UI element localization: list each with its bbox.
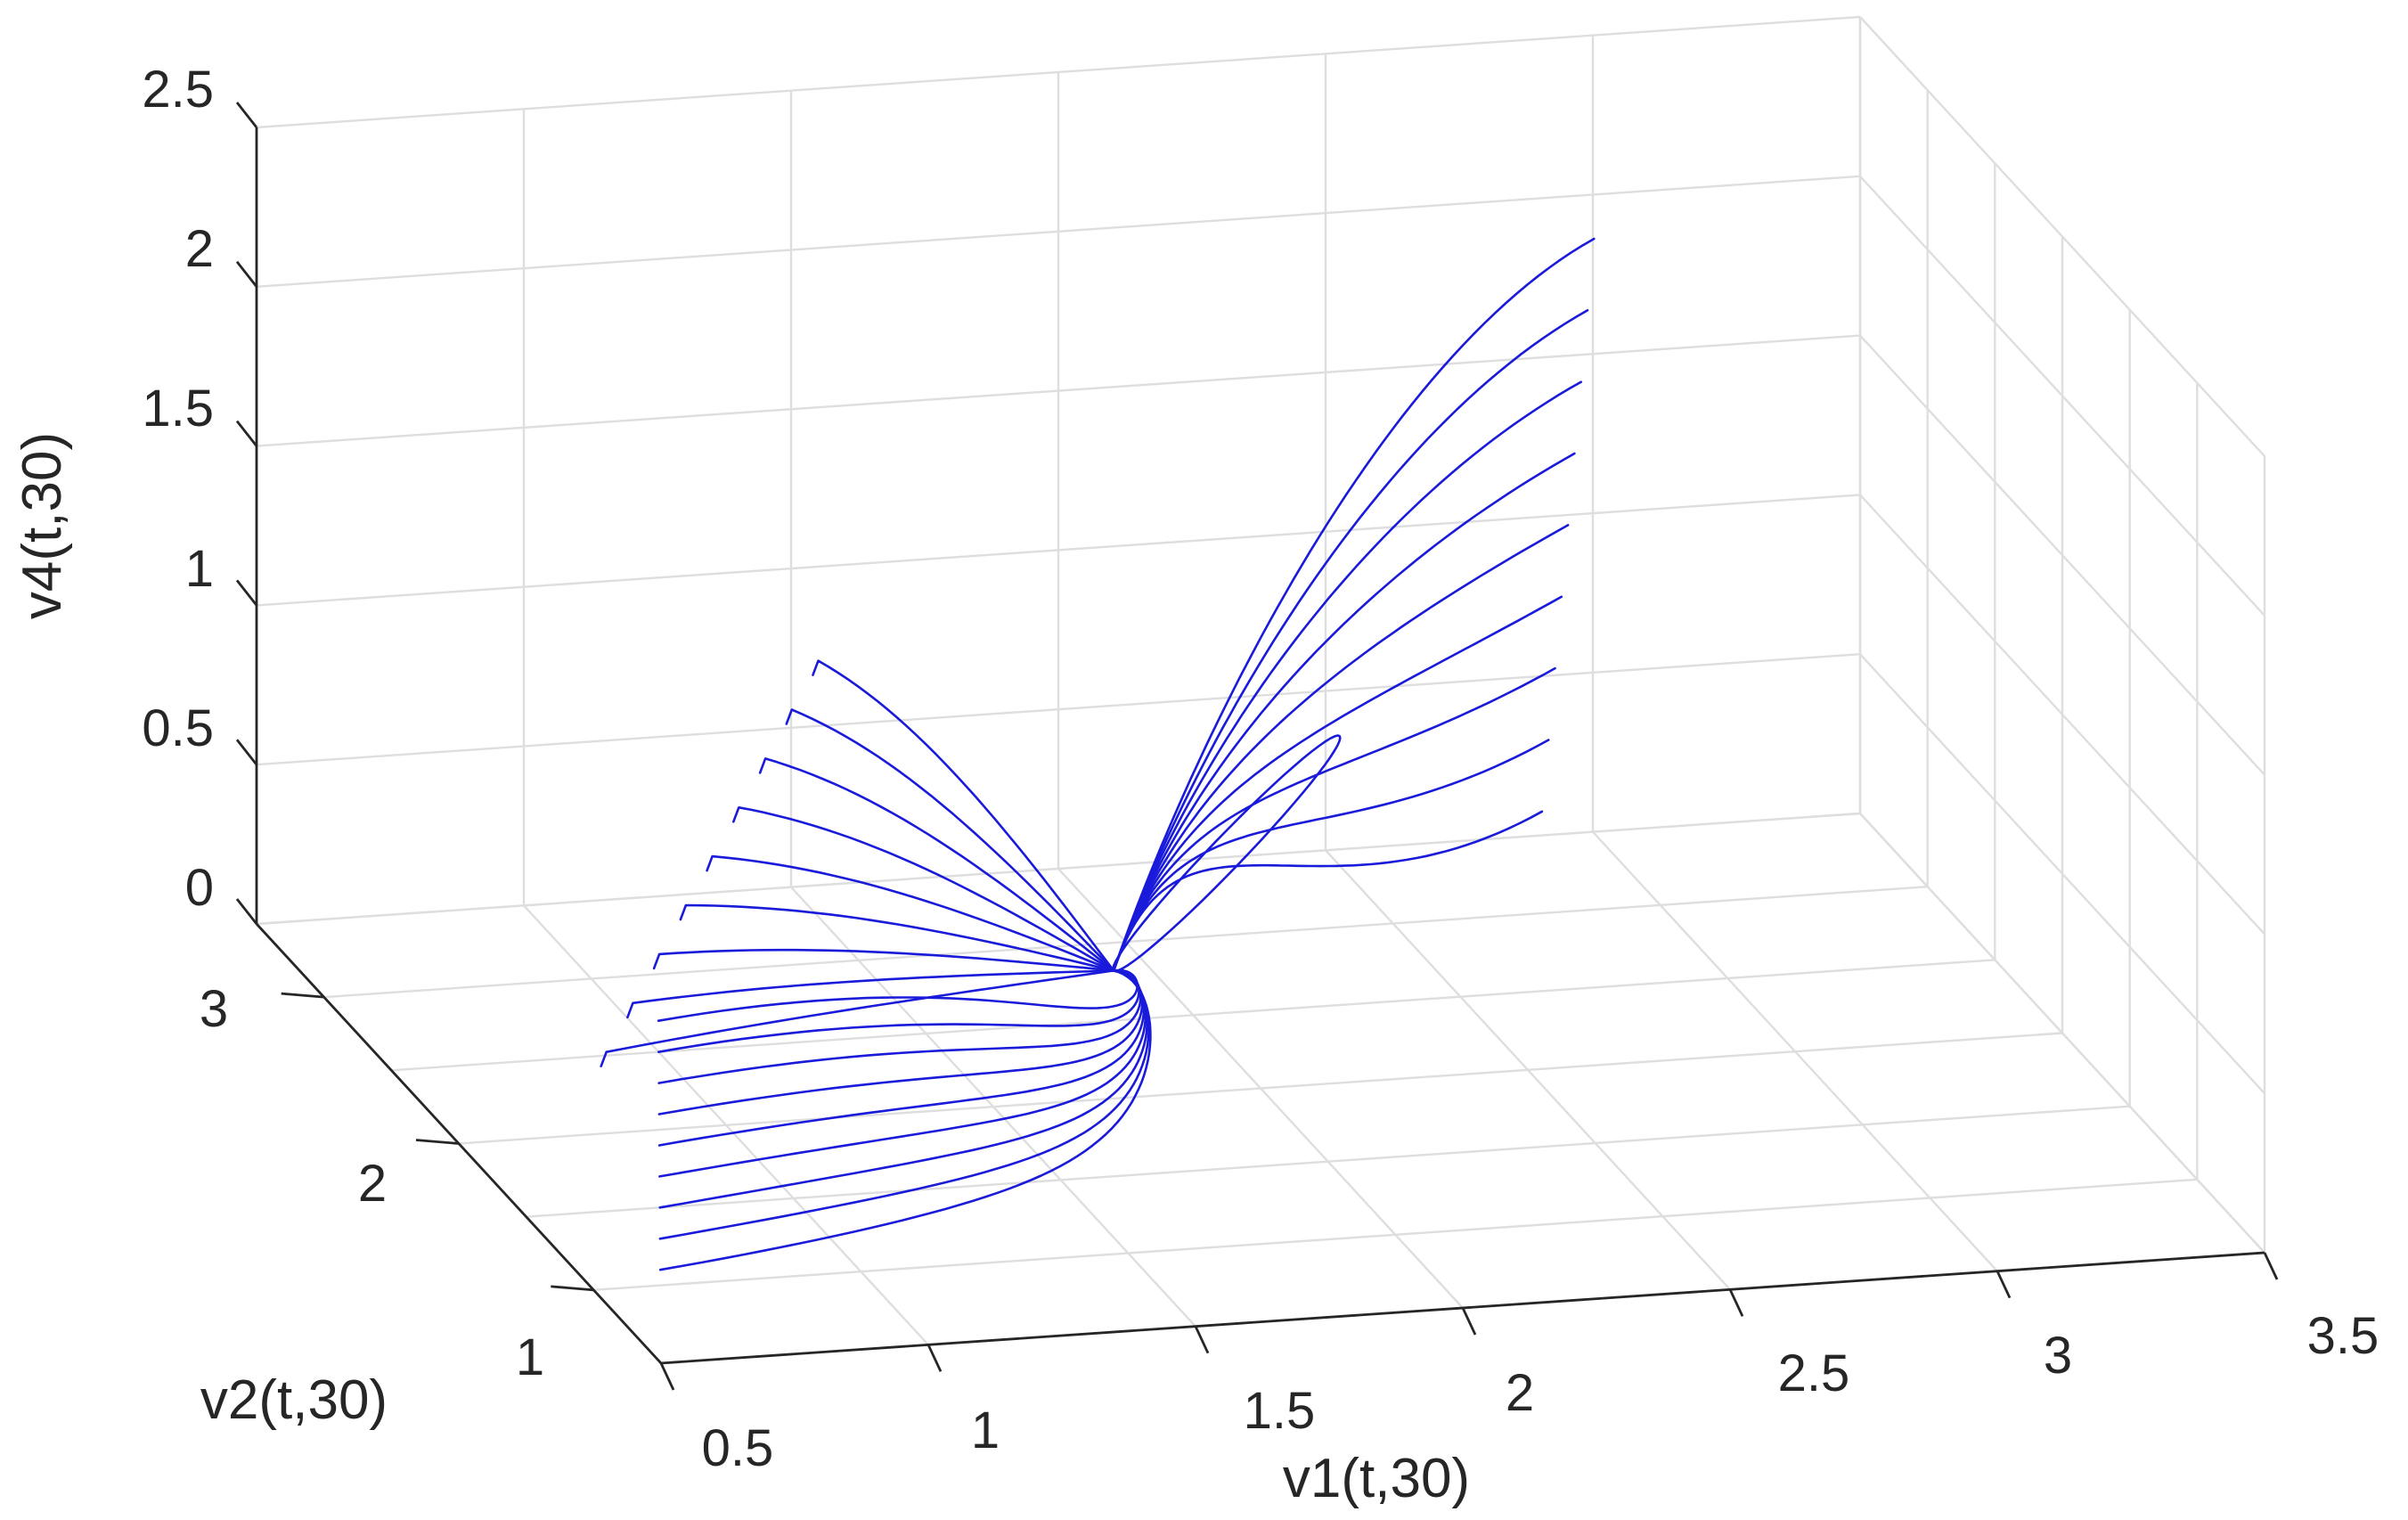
side-wall-grid-line: [1859, 813, 2265, 1254]
z-tick-label: 0.5: [142, 699, 214, 757]
z-tick-mark: [235, 898, 258, 925]
x-tick-label: 3.5: [2307, 1307, 2379, 1365]
z-tick-mark: [235, 739, 258, 766]
z-tick-mark: [235, 260, 258, 288]
back-wall-grid-line: [256, 334, 1861, 447]
trajectory-hook: [706, 854, 1115, 972]
trajectory-hook: [732, 806, 1115, 972]
trajectory-line: [658, 237, 1596, 1271]
floor-grid-line: [458, 1032, 2063, 1145]
side-wall-grid-line: [1859, 653, 2265, 1095]
trajectory-line: [657, 524, 1570, 1147]
back-wall-grid-line: [256, 653, 1861, 766]
back-wall-grid-line: [256, 494, 1861, 607]
trajectory-loop: [1112, 734, 1342, 973]
z-axis-title: v4(t,30): [12, 432, 73, 619]
grid-layer: [255, 15, 2266, 1365]
trajectory-hook: [626, 969, 1115, 1019]
x-tick-label: 2.5: [1778, 1344, 1850, 1402]
x-tick-label: 1: [971, 1402, 1000, 1459]
trajectory-series: [658, 237, 1596, 1271]
x-tick-mark: [1461, 1307, 1477, 1336]
x-tick-label: 0.5: [702, 1419, 774, 1477]
trajectory-hook: [758, 757, 1115, 972]
z-tick-label: 0: [185, 859, 214, 917]
x-tick-label: 2: [1506, 1364, 1534, 1422]
trajectory-series: [658, 309, 1589, 1240]
back-wall-grid-line: [256, 812, 1861, 926]
trajectory-hook: [785, 708, 1115, 972]
z-tick-mark: [235, 102, 258, 128]
side-wall-grid-line: [1859, 494, 2265, 936]
trajectory-series: [657, 524, 1570, 1147]
z-tick-mark: [235, 420, 258, 447]
z-tick-mark: [235, 579, 258, 607]
trajectory-series: [658, 452, 1576, 1178]
x-tick-mark: [926, 1344, 943, 1372]
x-tick-label: 3: [2044, 1327, 2072, 1385]
x-axis-title: v1(t,30): [1283, 1448, 1470, 1509]
z-tick-label: 2: [185, 220, 214, 278]
floor-grid-line: [526, 1105, 2130, 1218]
series-layer: [600, 237, 1596, 1271]
x-tick-mark: [2263, 1252, 2279, 1280]
y-tick-mark: [551, 1285, 594, 1292]
trajectory-hook: [679, 903, 1115, 972]
label-layer: 2.5 2 1.5 1 0.5 0 3 2 1 0.5 1 1.5 2 2.5 …: [12, 61, 2379, 1509]
axes-layer: [255, 127, 2265, 1365]
x-tick-mark: [659, 1362, 675, 1391]
trajectory-hook: [812, 659, 1115, 972]
trajectory-line: [658, 452, 1576, 1178]
z-tick-label: 1.5: [142, 380, 214, 437]
trajectory-line: [658, 309, 1589, 1240]
x-tick-mark: [1996, 1271, 2012, 1299]
y-tick-label: 3: [200, 980, 228, 1038]
y-tick-mark: [281, 992, 324, 999]
z-tick-label: 1: [185, 540, 214, 598]
y-tick-label: 2: [358, 1155, 387, 1213]
trajectory-series: [658, 380, 1582, 1209]
y-axis-title: v2(t,30): [200, 1369, 388, 1431]
x-tick-mark: [1728, 1288, 1744, 1317]
floor-grid-line: [593, 1178, 2198, 1292]
trajectory-line: [658, 380, 1582, 1209]
y-tick-label: 1: [516, 1328, 544, 1386]
trajectory-hook: [600, 969, 1115, 1067]
back-wall-grid-line: [256, 15, 1861, 129]
x-tick-label: 1.5: [1244, 1382, 1316, 1440]
z-tick-label: 2.5: [142, 61, 214, 118]
side-wall-grid-line: [1859, 16, 2265, 457]
tick-layer: [235, 102, 2279, 1391]
back-wall-grid-line: [256, 175, 1861, 288]
x-tick-mark: [1194, 1326, 1210, 1354]
side-wall-grid-line: [1859, 334, 2265, 776]
y-tick-mark: [415, 1139, 460, 1145]
trajectory-hook: [652, 948, 1115, 972]
side-wall-grid-line: [1859, 175, 2265, 617]
trajectory-series: [600, 810, 1544, 1067]
